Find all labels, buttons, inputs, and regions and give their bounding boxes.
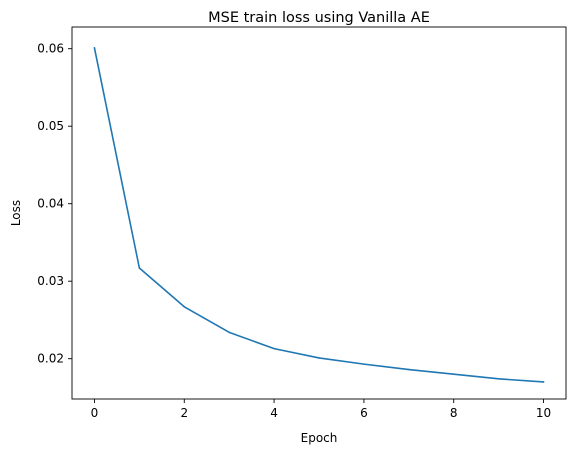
data-point <box>273 347 275 350</box>
x-tick-label: 6 <box>360 406 368 420</box>
y-axis-ticks: 0.02 0.03 0.04 0.05 0.06 <box>37 42 72 366</box>
plot-area: 0 2 4 6 8 10 0.02 0.03 0.04 0.05 0.06 <box>37 26 567 420</box>
y-tick-label: 0.04 <box>37 197 64 211</box>
data-point <box>138 267 141 269</box>
x-tick-label: 8 <box>450 406 458 420</box>
data-point <box>318 357 320 359</box>
data-point <box>408 368 410 371</box>
data-point <box>363 363 365 365</box>
y-axis-label: Loss <box>9 200 23 226</box>
x-tick-label: 4 <box>270 406 278 420</box>
data-point <box>93 47 96 49</box>
data-point <box>452 373 455 376</box>
plot-frame <box>71 26 567 400</box>
x-axis-ticks: 0 2 4 6 8 10 <box>91 399 551 420</box>
data-point <box>228 331 230 334</box>
y-tick-label: 0.06 <box>37 42 64 56</box>
y-tick-label: 0.02 <box>37 352 64 366</box>
y-tick-label: 0.03 <box>37 274 64 288</box>
x-tick-label: 2 <box>180 406 188 420</box>
data-point <box>183 305 186 308</box>
y-tick-label: 0.05 <box>37 119 64 133</box>
x-tick-label: 0 <box>91 406 99 420</box>
data-point <box>542 381 545 383</box>
series-layer <box>93 47 545 383</box>
x-axis-label: Epoch <box>301 431 338 445</box>
chart-title: MSE train loss using Vanilla AE <box>208 10 430 26</box>
series-line <box>93 47 545 383</box>
data-point <box>497 378 500 380</box>
x-tick-label: 10 <box>536 406 551 420</box>
